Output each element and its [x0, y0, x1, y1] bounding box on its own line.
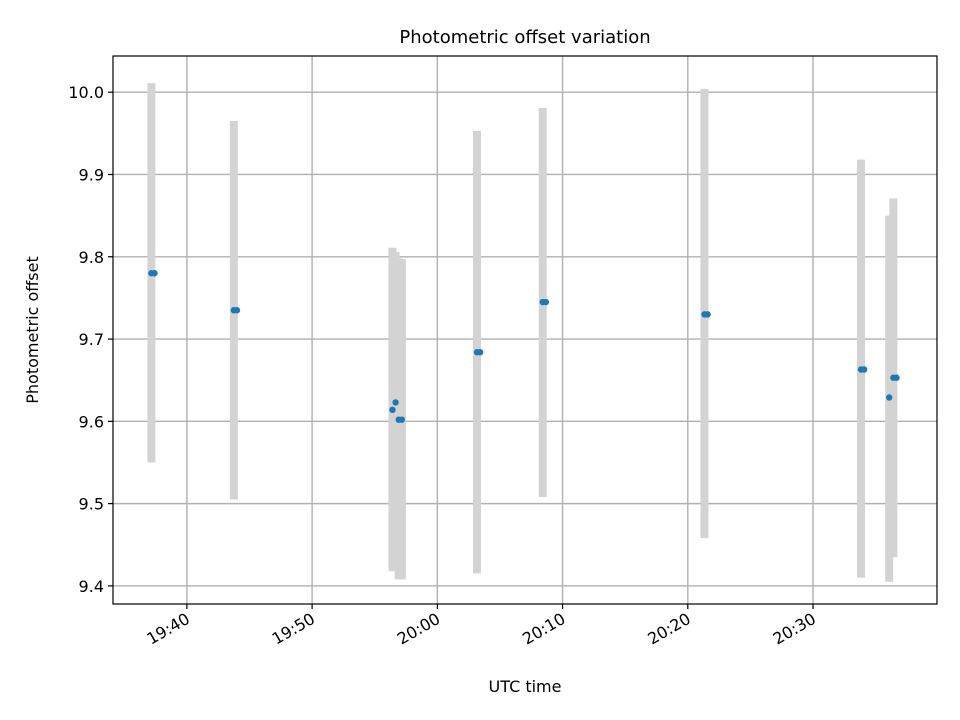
y-tick-label: 9.9 — [79, 165, 104, 184]
y-tick-label: 9.6 — [79, 412, 104, 431]
chart-title: Photometric offset variation — [399, 27, 650, 48]
x-tick-label: 20:10 — [519, 609, 568, 649]
data-point — [886, 394, 893, 401]
y-tick-label: 10.0 — [68, 83, 104, 102]
data-points — [148, 270, 900, 423]
data-point — [233, 307, 241, 314]
x-axis-ticks: 19:40 19:50 20:00 20:10 20:20 20:30 — [143, 604, 819, 649]
x-tick-label: 20:30 — [770, 609, 819, 649]
error-bars — [147, 83, 898, 582]
data-point — [860, 366, 868, 373]
x-tick-label: 20:00 — [394, 609, 443, 649]
x-tick-label: 19:40 — [143, 609, 192, 649]
data-point — [704, 311, 711, 318]
x-tick-label: 19:50 — [269, 609, 318, 649]
y-tick-label: 9.4 — [79, 577, 104, 596]
data-point — [398, 416, 406, 423]
grid — [113, 56, 937, 604]
y-axis-ticks: 9.4 9.5 9.6 9.7 9.8 9.9 10.0 — [68, 83, 113, 596]
data-point — [542, 298, 550, 306]
y-tick-label: 9.8 — [79, 248, 104, 267]
y-tick-label: 9.7 — [79, 330, 104, 349]
plot-frame — [112, 55, 938, 605]
data-point — [151, 270, 158, 277]
data-point — [476, 349, 484, 356]
x-tick-label: 20:20 — [644, 609, 693, 649]
data-point — [893, 374, 900, 381]
y-tick-label: 9.5 — [79, 495, 104, 514]
data-point — [392, 399, 399, 406]
x-axis-label: UTC time — [489, 677, 562, 696]
y-axis-label: Photometric offset — [23, 256, 42, 404]
data-point — [389, 406, 396, 414]
